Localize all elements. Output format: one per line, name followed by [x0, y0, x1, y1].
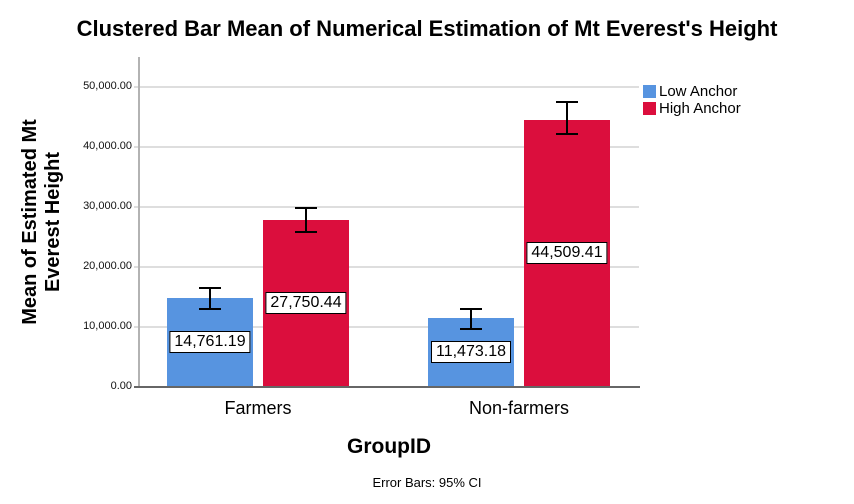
legend-item-low-anchor: Low Anchor — [643, 83, 741, 100]
x-axis-line — [134, 386, 640, 388]
error-bar-low-anchor-farmers-cap-top — [199, 287, 221, 290]
legend: Low Anchor High Anchor — [643, 83, 741, 117]
gridline — [134, 266, 639, 268]
error-bar-low-anchor-non-farmers-cap-top — [460, 308, 482, 311]
y-tick-label: 40,000.00 — [83, 140, 132, 152]
value-label-high-anchor-non-farmers: 44,509.41 — [526, 241, 608, 264]
error-bar-high-anchor-farmers-line — [305, 207, 307, 232]
y-tick-label: 30,000.00 — [83, 200, 132, 212]
error-bar-low-anchor-non-farmers-cap-bottom — [460, 328, 482, 331]
error-bars-footnote: Error Bars: 95% CI — [372, 475, 482, 490]
error-bar-low-anchor-farmers-line — [209, 288, 211, 309]
gridline — [134, 86, 639, 88]
error-bar-high-anchor-non-farmers-cap-top — [556, 101, 578, 103]
value-label-low-anchor-non-farmers: 11,473.18 — [431, 341, 511, 364]
error-bar-high-anchor-farmers-cap-top — [295, 206, 317, 209]
gridline — [134, 326, 639, 328]
error-bar-low-anchor-non-farmers-line — [470, 309, 472, 330]
legend-label-low-anchor: Low Anchor — [659, 83, 738, 100]
y-tick-label: 50,000.00 — [83, 80, 132, 92]
x-axis-title: GroupID — [347, 435, 431, 458]
chart-title: Clustered Bar Mean of Numerical Estimati… — [76, 16, 778, 41]
y-axis-line — [138, 57, 140, 387]
value-label-low-anchor-farmers: 14,761.19 — [169, 331, 251, 354]
legend-swatch-low-anchor — [643, 85, 656, 98]
y-tick-label: 0.00 — [110, 380, 132, 392]
error-bar-high-anchor-non-farmers-line — [566, 102, 568, 134]
value-label-high-anchor-farmers: 27,750.44 — [265, 292, 347, 315]
x-tick-label-farmers: Farmers — [224, 398, 292, 418]
legend-swatch-high-anchor — [643, 102, 656, 115]
legend-label-high-anchor: High Anchor — [659, 100, 741, 117]
error-bar-high-anchor-non-farmers-cap-bottom — [556, 132, 578, 135]
y-tick-label: 20,000.00 — [83, 260, 132, 272]
x-tick-label-non-farmers: Non-farmers — [468, 398, 570, 418]
gridline — [134, 146, 639, 148]
error-bar-high-anchor-farmers-cap-bottom — [295, 230, 317, 233]
legend-item-high-anchor: High Anchor — [643, 100, 741, 117]
gridline — [134, 206, 639, 208]
y-tick-label: 10,000.00 — [83, 320, 132, 332]
error-bar-low-anchor-farmers-cap-bottom — [199, 307, 221, 310]
